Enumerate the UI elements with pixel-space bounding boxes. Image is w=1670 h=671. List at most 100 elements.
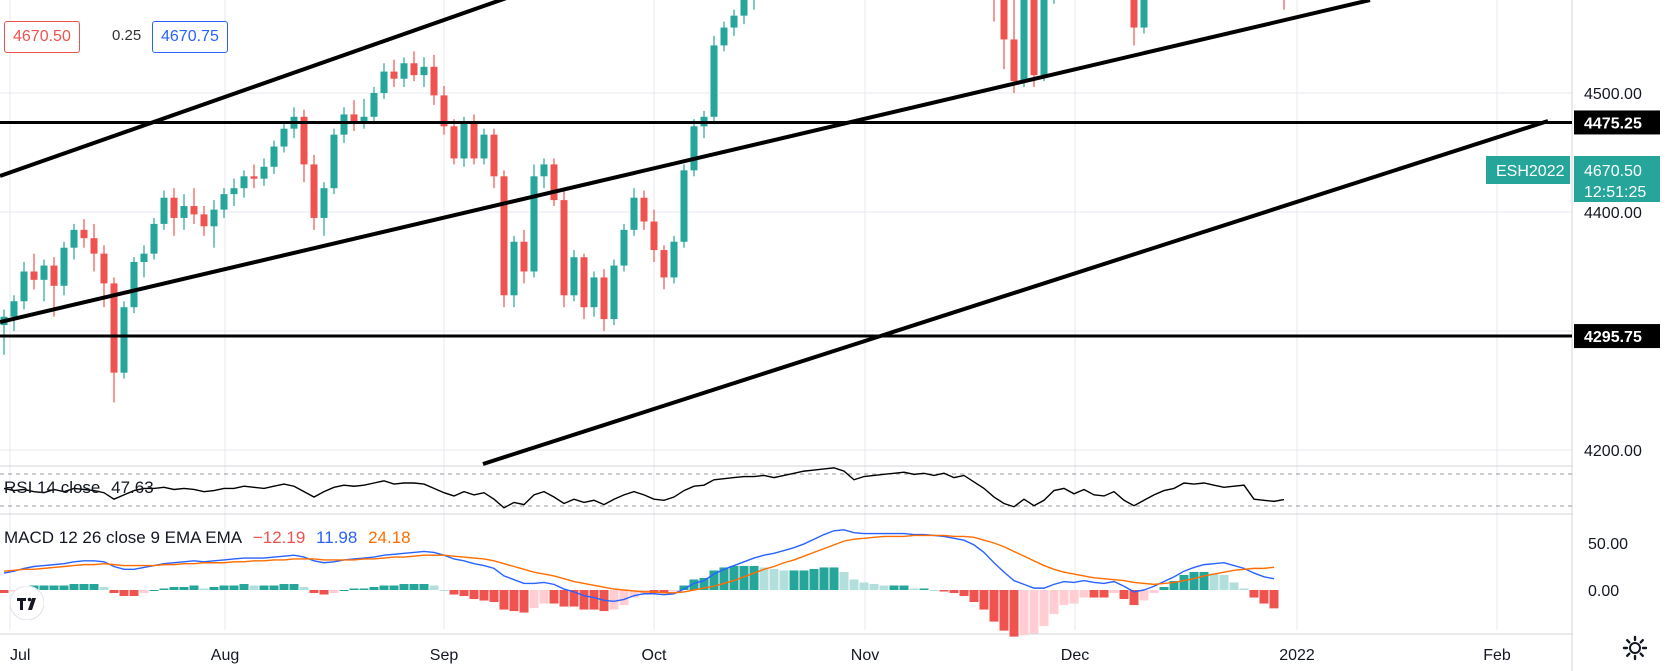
macd-histogram-bar (369, 586, 379, 590)
macd-histogram-bar (119, 590, 129, 597)
macd-histogram-bar (729, 565, 739, 590)
level-price-tag (1574, 110, 1660, 135)
candle-body (350, 114, 358, 122)
macd-histogram-bar (139, 590, 149, 594)
candle-body (430, 66, 438, 96)
macd-histogram-bar (759, 567, 769, 590)
level-price-tag (1574, 324, 1660, 349)
macd-histogram-bar (399, 583, 409, 590)
macd-histogram-bar (49, 585, 59, 590)
macd-histogram-bar (1049, 590, 1059, 615)
candle-body (180, 206, 188, 218)
ask-price-box[interactable]: 4670.75 (152, 21, 228, 53)
price-axis[interactable]: 4200.004300.004400.004500.004600.004700.… (1486, 0, 1670, 671)
macd-histogram-bar (449, 590, 459, 595)
macd-histogram-bar (829, 567, 839, 590)
candle-body (40, 265, 48, 280)
macd-histogram-bar (259, 585, 269, 590)
macd-histogram-bar (469, 590, 479, 600)
macd-tick-label: 0.00 (1588, 583, 1619, 600)
macd-histogram-bar (809, 568, 819, 590)
level-price-label: 4475.25 (1584, 115, 1642, 132)
macd-histogram-bar (329, 590, 339, 594)
macd-histogram-bar (1179, 574, 1189, 590)
macd-histogram-bar (499, 590, 509, 610)
macd-histogram-bar (559, 590, 569, 607)
candle-body (710, 45, 718, 117)
macd-histogram-bar (1079, 590, 1089, 598)
candle-body (30, 271, 38, 280)
macd-histogram-bar (359, 588, 369, 590)
macd-histogram-bar (1009, 590, 1019, 637)
candle-body (510, 241, 518, 296)
macd-histogram-bar (669, 590, 679, 592)
candle-body (150, 223, 158, 254)
spread-value: 0.25 (104, 21, 150, 51)
macd-tick-label: 50.00 (1588, 536, 1628, 553)
macd-histogram-bar (1029, 590, 1039, 634)
macd-histogram-bar (959, 590, 969, 597)
macd-histogram-bar (209, 586, 219, 590)
bid-price-box[interactable]: 4670.50 (4, 21, 80, 53)
candle-body (600, 277, 608, 320)
macd-histogram-bar (99, 586, 109, 590)
macd-histogram-bar (1259, 590, 1269, 604)
time-tick-label: Oct (642, 647, 667, 664)
macd-histogram-bar (109, 590, 119, 594)
macd-histogram-bar (739, 565, 749, 590)
candle-body (10, 301, 18, 317)
macd-histogram-bar (1119, 590, 1129, 600)
macd-histogram-bar (1239, 588, 1249, 590)
candle-body (1030, 0, 1038, 76)
macd-histogram-bar (179, 586, 189, 590)
macd-histogram-bar (79, 583, 89, 590)
macd-histogram-bar (189, 585, 199, 590)
macd-histogram-bar (1209, 573, 1219, 590)
time-axis[interactable]: Jul Aug Sep Oct Nov Dec 2022 Feb (10, 647, 1511, 664)
macd-histogram-bar (429, 585, 439, 590)
trend-line-upper (0, 0, 507, 178)
countdown-label: 12:51:25 (1584, 184, 1646, 201)
macd-pane (0, 529, 1279, 637)
candle-body (220, 194, 228, 210)
macd-histogram-bar (149, 590, 159, 591)
candle-body (660, 250, 668, 278)
macd-histogram-bar (1219, 574, 1229, 590)
rsi-legend[interactable]: RSI 14 close 47.63 (4, 478, 160, 498)
candle-body (1130, 0, 1138, 28)
candle-body (500, 176, 508, 296)
macd-histogram-bar (979, 590, 989, 610)
candle-body (460, 122, 468, 159)
macd-histogram-bar (1099, 590, 1109, 598)
level-price-label: 4295.75 (1584, 329, 1642, 346)
macd-histogram-bar (619, 590, 629, 606)
macd-histogram-bar (459, 590, 469, 597)
macd-signal-line (3, 534, 1275, 594)
macd-histogram-bar (129, 590, 139, 597)
macd-histogram-bar (1149, 590, 1159, 594)
trend-lines[interactable] (0, 0, 1572, 466)
candle-body (610, 265, 618, 320)
time-tick-label: 2022 (1279, 647, 1315, 664)
candlestick-series (0, 0, 1285, 403)
candle-body (240, 176, 248, 189)
candle-body (620, 229, 628, 266)
macd-histogram-bar (439, 590, 449, 591)
candle-body (450, 126, 458, 159)
macd-histogram-bar (969, 590, 979, 603)
candle-body (410, 63, 418, 76)
tradingview-logo-icon[interactable] (10, 586, 44, 620)
time-tick-label: Nov (851, 647, 879, 664)
macd-histogram-bar (539, 590, 549, 604)
macd-histogram-bar (39, 585, 49, 590)
candle-body (370, 93, 378, 117)
gear-icon[interactable] (1622, 635, 1648, 661)
macd-legend[interactable]: MACD 12 26 close 9 EMA EMA −12.19 11.98 … (4, 528, 417, 548)
rsi-value: 47.63 (111, 478, 154, 497)
candle-body (380, 71, 388, 93)
macd-histogram-bar (859, 582, 869, 590)
candle-body (230, 188, 238, 195)
macd-histogram-bar (349, 588, 359, 590)
